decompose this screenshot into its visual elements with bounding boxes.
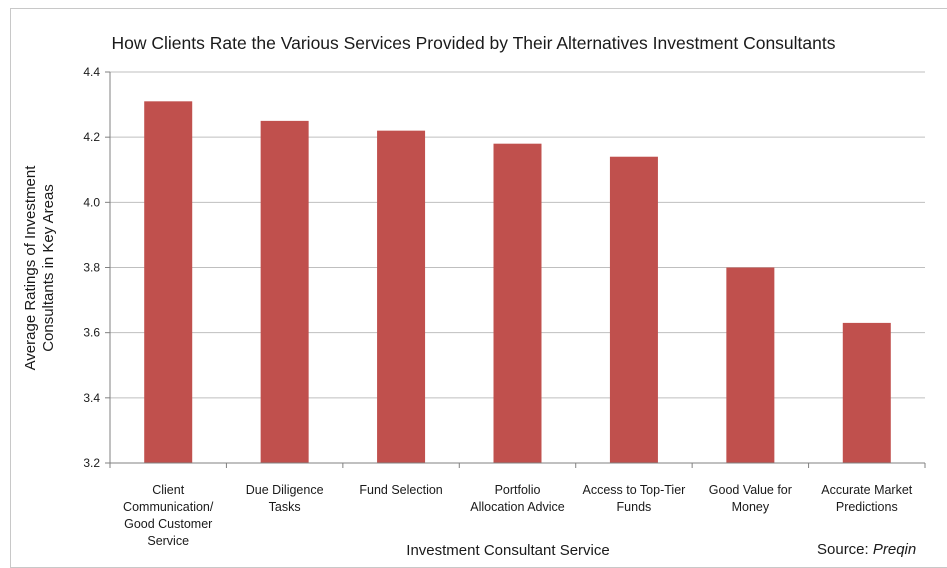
bar <box>842 322 891 463</box>
bar <box>260 120 309 463</box>
bars <box>144 101 891 463</box>
bar <box>144 101 193 463</box>
chart-title: How Clients Rate the Various Services Pr… <box>111 33 836 53</box>
x-tick-label: Client Communication/Good Customer Service <box>123 483 214 548</box>
bar <box>377 130 426 463</box>
bar <box>493 143 542 463</box>
y-tick-label: 4.0 <box>83 195 100 209</box>
bar <box>726 267 775 463</box>
y-axis-label: Average Ratings of InvestmentConsultants… <box>22 165 57 371</box>
x-axis-label: Investment Consultant Service <box>406 542 609 559</box>
y-tick-label: 3.4 <box>83 391 100 405</box>
bar <box>609 156 658 463</box>
x-tick-label: Good Value for Money <box>709 483 792 514</box>
y-tick-label: 4.4 <box>83 65 100 79</box>
y-tick-labels: 3.2 3.4 3.6 3.8 4.0 4.2 4.4 <box>83 65 100 470</box>
x-tick-labels: Client Communication/Good Customer Service… <box>123 483 913 548</box>
y-tick-label: 3.6 <box>83 326 100 340</box>
source-label: Source: <box>817 541 869 558</box>
source-name: Preqin <box>872 541 917 558</box>
y-tick-label: 3.2 <box>83 456 100 470</box>
axes <box>109 72 926 468</box>
x-tick-label: Access to Top-Tier Funds <box>583 483 686 514</box>
source-note: Source: Preqin <box>817 541 916 558</box>
y-tick-label: 3.8 <box>83 261 100 275</box>
x-tick-label: Due Diligence Tasks <box>246 483 324 514</box>
y-tick-label: 4.2 <box>83 130 100 144</box>
x-tick-label: Fund Selection <box>359 483 442 497</box>
x-tick-label: Portfolio Allocation Advice <box>470 483 565 514</box>
x-tick-label: Accurate Market Predictions <box>821 483 913 514</box>
